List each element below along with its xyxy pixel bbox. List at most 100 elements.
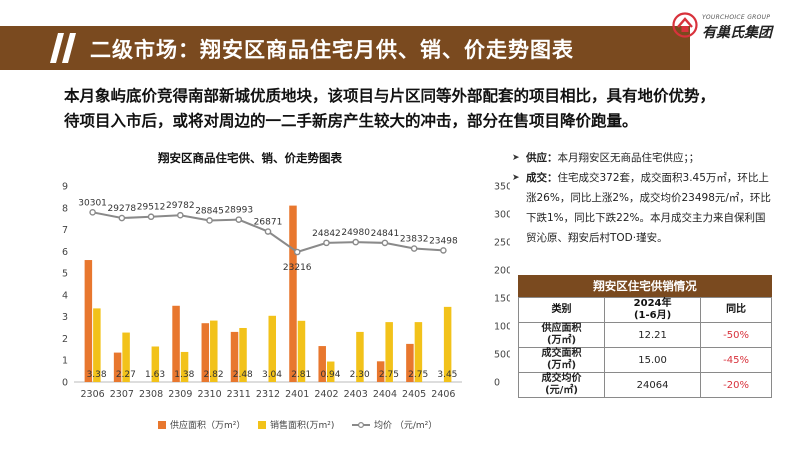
y-right-tick-label: 30000 — [494, 210, 510, 221]
table-cell-change: -45% — [700, 347, 772, 373]
supply-sales-table: 翔安区住宅供销情况 类别 2024年 (1-6月) 同比 供应面积 (万㎡) 1… — [517, 275, 772, 398]
logo-chinese-text: 有巢氏集团 — [702, 25, 772, 41]
y-left-tick-label: 3 — [62, 312, 68, 323]
bar-sales — [239, 327, 247, 382]
category-line2: (万㎡) — [546, 335, 577, 346]
y-left-tick-label: 9 — [62, 182, 68, 193]
table-row: 供应面积 (万㎡) 12.21 -50% — [517, 322, 772, 348]
logo-mark-icon — [672, 12, 698, 38]
table-title: 翔安区住宅供销情况 — [518, 275, 772, 297]
bullet-text: 住宅成交372套，成交面积3.45万㎡，环比上涨26%，同比上涨2%，成交均价2… — [526, 172, 771, 244]
price-data-label: 23216 — [283, 263, 312, 273]
x-tick-label: 2405 — [402, 389, 426, 400]
x-tick-label: 2404 — [373, 389, 397, 400]
price-point — [381, 239, 389, 247]
intro-line-1: 本月象屿底价竞得南部新城优质地块，该项目与片区同等外部配套的项目相比，具有地价优… — [64, 87, 716, 105]
bar-data-label: 1.38 — [174, 370, 194, 380]
y-left-tick-label: 7 — [62, 225, 68, 236]
price-data-label: 29278 — [108, 204, 137, 214]
bullet-arrow-icon: ➤ — [512, 173, 520, 183]
page-title: 二级市场：翔安区商品住宅月供、销、价走势图表 — [90, 38, 574, 62]
legend-label-price: 均价 （元/m²） — [374, 419, 437, 431]
x-tick-label: 2309 — [168, 389, 192, 400]
price-data-label: 23498 — [429, 236, 458, 246]
y-right-tick-label: 35000 — [494, 182, 510, 193]
bar-data-label: 2.75 — [408, 370, 428, 380]
y-right-tick-label: 25000 — [494, 238, 510, 249]
logo-english-text: YOURCHOICE GROUP — [702, 14, 771, 21]
price-point — [323, 239, 330, 247]
bar-data-label: 2.75 — [379, 370, 399, 380]
x-tick-label: 2401 — [285, 389, 309, 400]
bar-data-label: 2.81 — [291, 370, 311, 380]
price-point — [235, 216, 243, 223]
table-cell-category: 成交面积 (万㎡) — [517, 347, 606, 373]
y-left-tick-label: 6 — [62, 247, 68, 258]
table-cell-value: 15.00 — [604, 347, 702, 373]
x-tick-label: 2402 — [314, 389, 338, 400]
y-right-tick-label: 20000 — [494, 266, 510, 277]
bar-data-label: 3.45 — [437, 370, 457, 380]
bar-sales — [122, 332, 130, 382]
col-header-period-line2: (1-6月) — [633, 310, 672, 321]
price-point — [118, 214, 126, 222]
table-cell-change: -50% — [700, 322, 772, 348]
x-tick-label: 2307 — [110, 389, 134, 400]
legend-swatch-supply — [158, 421, 166, 429]
bar-sales — [326, 361, 335, 382]
bullet-key: 供应： — [526, 152, 558, 164]
y-left-tick-label: 2 — [62, 334, 68, 345]
price-data-label: 24842 — [312, 229, 341, 239]
bullet-key: 成交： — [526, 172, 558, 184]
intro-line-2: 待项目入市后，或将对周边的一二手新房产生较大的冲击，部分在售项目降价跑量。 — [64, 112, 638, 130]
x-tick-label: 2310 — [197, 389, 221, 400]
bar-sales — [151, 346, 160, 382]
price-point — [177, 211, 184, 219]
x-tick-label: 2406 — [431, 389, 455, 400]
y-left-tick-label: 1 — [62, 356, 68, 367]
bullet-text: 本月翔安区无商品住宅供应；； — [557, 152, 700, 164]
bar-data-label: 2.48 — [233, 370, 253, 380]
bar-supply — [289, 205, 297, 382]
col-header-period: 2024年 (1-6月) — [604, 297, 702, 323]
category-line2: (元/㎡) — [545, 385, 578, 396]
bar-supply — [84, 260, 93, 382]
summary-bullets: ➤ 供应：本月翔安区无商品住宅供应；； ➤ 成交：住宅成交372套，成交面积3.… — [512, 148, 774, 248]
legend-label-sales: 销售面积(万m²) — [270, 419, 334, 431]
bar-sales — [443, 306, 452, 382]
legend-swatch-sales — [258, 421, 266, 429]
y-left-tick-label: 0 — [62, 378, 68, 389]
price-point — [410, 245, 418, 252]
table-header-row: 类别 2024年 (1-6月) 同比 — [517, 297, 772, 323]
company-logo: YOURCHOICE GROUP 有巢氏集团 — [672, 10, 796, 41]
table-row: 成交面积 (万㎡) 15.00 -45% — [517, 347, 772, 373]
table-cell-value: 12.21 — [604, 322, 702, 348]
trend-chart: 0 1 2 3 4 5 6 7 8 9 0 5000 10000 15000 20000 25000 30000… — [40, 150, 510, 440]
bar-supply — [113, 352, 122, 382]
data-table: 类别 2024年 (1-6月) 同比 供应面积 (万㎡) 12.21 -50% … — [517, 297, 772, 398]
y-left-tick-label: 4 — [62, 290, 68, 301]
price-data-label: 28993 — [224, 206, 253, 216]
bar-sales — [210, 320, 218, 382]
table-cell-category: 成交均价 (元/㎡) — [517, 372, 606, 398]
col-header-change: 同比 — [700, 297, 772, 323]
table-row: 成交均价 (元/㎡) 24064 -20% — [517, 372, 772, 398]
legend-swatch-price-dot — [358, 422, 365, 429]
y-right-tick-label: 5000 — [494, 350, 510, 361]
bar-sales — [93, 308, 101, 382]
x-tick-label: 2311 — [227, 389, 251, 400]
category-line1: 成交面积 — [541, 348, 582, 359]
price-data-label: 29512 — [137, 203, 166, 213]
category-line1: 成交均价 — [541, 373, 582, 384]
bar-sales — [356, 331, 364, 382]
bar-sales — [297, 320, 306, 382]
bar-data-label: 3.04 — [262, 370, 282, 380]
price-point — [147, 213, 155, 221]
y-right-tick-label: 15000 — [494, 294, 510, 305]
price-point — [352, 238, 359, 246]
bar-data-label: 2.30 — [350, 370, 370, 380]
y-right-tick-label: 10000 — [494, 322, 510, 333]
bar-supply — [201, 323, 210, 382]
price-data-label: 30301 — [78, 198, 107, 208]
price-data-label: 23832 — [400, 235, 429, 245]
